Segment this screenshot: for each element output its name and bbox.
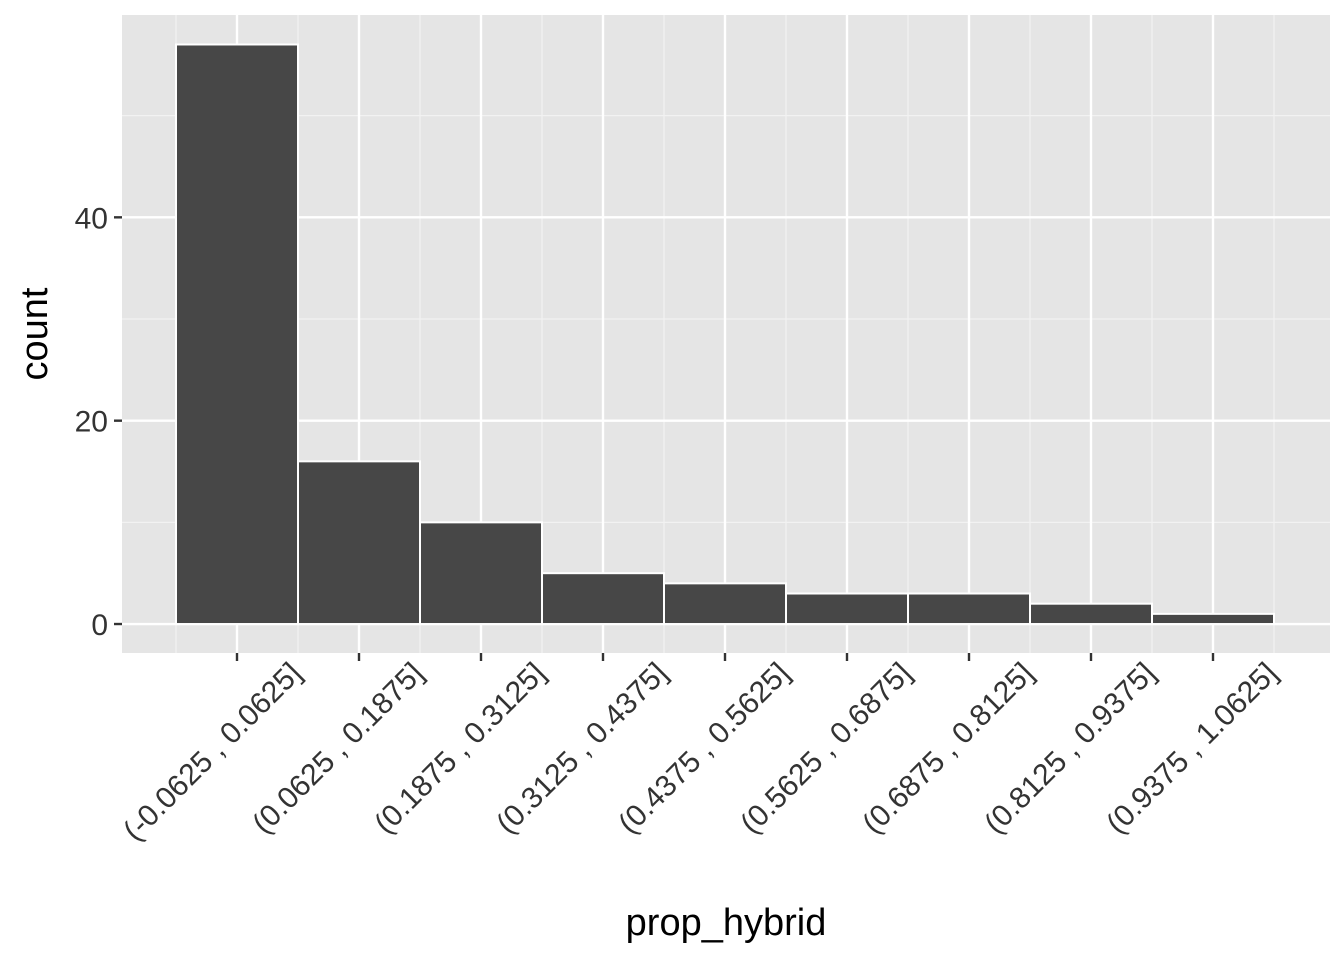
bar: [175, 43, 299, 626]
bar: [663, 582, 787, 626]
bar: [297, 460, 421, 626]
bar: [419, 521, 543, 626]
y-axis-title: count: [14, 287, 56, 380]
bar: [785, 592, 909, 626]
bar: [1029, 602, 1153, 626]
x-axis-title: prop_hybrid: [626, 902, 827, 944]
y-tick-label: 0: [91, 609, 108, 642]
y-tick-label: 40: [75, 202, 108, 235]
y-tick-label: 20: [75, 406, 108, 439]
bar: [907, 592, 1031, 626]
bar: [541, 572, 665, 626]
bar: [1151, 612, 1275, 626]
